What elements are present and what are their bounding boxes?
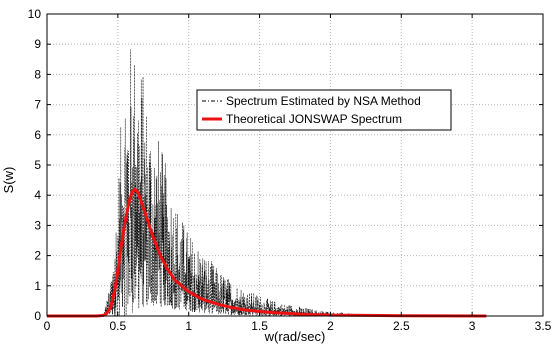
y-tick-label: 1 (34, 279, 41, 293)
y-tick-label: 5 (34, 158, 41, 172)
y-tick-label: 3 (34, 218, 41, 232)
y-tick-label: 10 (28, 7, 42, 21)
legend-label-jonswap: Theoretical JONSWAP Spectrum (226, 112, 402, 126)
tick-labels: 0 0.5 1 1.5 2 2.5 3 3.5 0 1 2 3 4 5 6 7 8 9 10 (28, 7, 552, 333)
y-tick-label: 0 (34, 309, 41, 323)
y-tick-label: 6 (34, 128, 41, 142)
nsa-line (103, 49, 359, 317)
axes (46, 13, 544, 317)
legend-label-nsa: Spectrum Estimated by NSA Method (226, 94, 421, 108)
jonswap-line (47, 187, 487, 318)
x-tick-label: 3 (469, 319, 476, 333)
x-tick-label: 1 (185, 319, 192, 333)
x-tick-label: 2 (327, 319, 334, 333)
nsa-series (103, 49, 359, 317)
legend-box (196, 89, 452, 131)
y-axis-label: S(w) (1, 167, 16, 194)
x-tick-label: 0 (44, 319, 51, 333)
jonswap-series (47, 187, 487, 318)
grid (47, 14, 543, 316)
x-tick-label: 3.5 (535, 319, 552, 333)
y-tick-label: 4 (34, 188, 41, 202)
y-tick-label: 7 (34, 98, 41, 112)
y-tick-label: 9 (34, 37, 41, 51)
x-tick-label: 1.5 (251, 319, 268, 333)
x-tick-label: 0.5 (110, 319, 127, 333)
legend: Spectrum Estimated by NSA Method Theoret… (196, 89, 452, 131)
y-tick-label: 2 (34, 249, 41, 263)
y-tick-label: 8 (34, 67, 41, 81)
x-tick-label: 2.5 (393, 319, 410, 333)
x-axis-label: w(rad/sec) (264, 329, 326, 344)
